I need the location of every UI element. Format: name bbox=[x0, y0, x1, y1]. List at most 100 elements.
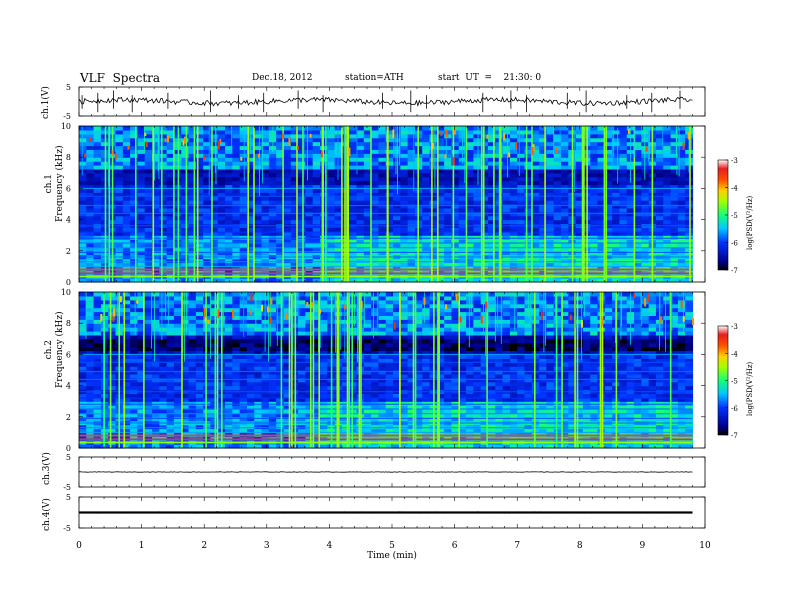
spectrogram-cell bbox=[487, 204, 496, 209]
spectrogram-cell bbox=[283, 239, 292, 244]
spectrogram-cell bbox=[604, 192, 613, 197]
spectrogram-cell bbox=[108, 346, 117, 352]
spectrogram-cell bbox=[473, 227, 482, 232]
spectrogram-cell bbox=[232, 137, 241, 143]
spectrogram-cell bbox=[458, 258, 467, 264]
hot-spot bbox=[240, 157, 243, 161]
spectrogram-cell bbox=[356, 168, 365, 174]
spectrogram-cell bbox=[268, 307, 277, 313]
spectrogram-cell bbox=[195, 188, 204, 193]
spectrogram-cell bbox=[137, 141, 146, 147]
spectrogram-cell bbox=[312, 262, 321, 267]
spectrogram-cell bbox=[341, 215, 350, 221]
spectrogram-cell bbox=[79, 331, 87, 336]
spectrogram-cell bbox=[619, 211, 628, 217]
spectrogram-cell bbox=[349, 192, 358, 197]
hot-spot bbox=[431, 142, 434, 149]
spectrogram-cell bbox=[619, 176, 628, 182]
spectrogram-cell bbox=[93, 444, 102, 449]
spectrogram-cell bbox=[130, 258, 139, 264]
spectrogram-cell bbox=[283, 385, 292, 391]
spectrogram-cell bbox=[79, 126, 87, 131]
spectrogram-cell bbox=[539, 192, 548, 197]
spectrogram-cell bbox=[546, 161, 555, 166]
spectrogram-cell bbox=[473, 172, 482, 178]
spectrogram-cell bbox=[246, 315, 255, 320]
spectrogram-cell bbox=[634, 243, 642, 248]
spectrogram-cell bbox=[210, 342, 219, 348]
spectrogram-cell bbox=[254, 397, 263, 402]
spectrogram-cell bbox=[254, 323, 263, 328]
spectrogram-cell bbox=[268, 227, 277, 232]
spectrogram-cell bbox=[597, 129, 606, 135]
spectrogram-cell bbox=[254, 334, 263, 340]
spectrogram-cell bbox=[246, 397, 255, 402]
spectrogram-cell bbox=[166, 409, 175, 414]
spectrogram-cell bbox=[130, 126, 139, 131]
spectrogram-cell bbox=[93, 370, 102, 375]
spectrogram-cell bbox=[261, 172, 270, 178]
spectrogram-cell bbox=[371, 161, 380, 166]
spectrogram-cell bbox=[122, 338, 131, 344]
spectrogram-cell bbox=[225, 235, 233, 240]
spectrogram-cell bbox=[108, 385, 117, 391]
spectrogram-cell bbox=[159, 346, 168, 352]
spectrogram-cell bbox=[663, 137, 672, 143]
spectrogram-cell bbox=[385, 184, 394, 189]
spectrogram-cell bbox=[122, 373, 131, 379]
spectrogram-cell bbox=[181, 204, 190, 209]
spectrogram-cell bbox=[305, 307, 314, 313]
spectrogram-cell bbox=[144, 416, 153, 422]
spectrogram-cell bbox=[509, 243, 518, 248]
spectrogram-cell bbox=[546, 207, 555, 213]
spectrogram-cell bbox=[181, 207, 190, 213]
spectrogram-cell bbox=[487, 239, 496, 244]
spectrogram-cell bbox=[436, 157, 445, 162]
spectrogram-cell bbox=[225, 239, 233, 244]
spectrogram-cell bbox=[246, 246, 255, 252]
spectrogram-cell bbox=[407, 180, 416, 186]
spectrogram-cell bbox=[575, 133, 584, 139]
spectrogram-cell bbox=[298, 258, 306, 264]
spectrogram-cell bbox=[166, 311, 175, 316]
spectrogram-cell bbox=[283, 342, 292, 348]
spectrogram-cell bbox=[115, 231, 124, 236]
spectrogram-cell bbox=[305, 292, 314, 297]
spectrogram-cell bbox=[561, 258, 569, 264]
spectrogram-cell bbox=[246, 323, 255, 328]
spectrogram-cell bbox=[261, 373, 270, 379]
spectrogram-cell bbox=[531, 239, 540, 244]
spectrogram-cell bbox=[130, 231, 139, 236]
spectrogram-cell bbox=[93, 176, 102, 182]
spectrogram-cell bbox=[181, 129, 190, 135]
spectrogram-cell bbox=[195, 397, 204, 402]
spectrogram-cell bbox=[195, 346, 204, 352]
spectrogram-cell bbox=[502, 262, 511, 267]
spectrogram-cell bbox=[290, 137, 299, 143]
spectrogram-cell bbox=[188, 137, 197, 143]
spectrogram-cell bbox=[305, 354, 314, 359]
spectrogram-cell bbox=[612, 243, 621, 248]
spectrogram-cell bbox=[378, 165, 387, 170]
spectrogram-cell bbox=[597, 258, 606, 264]
spectrogram-cell bbox=[276, 129, 285, 135]
spectrogram-cell bbox=[276, 231, 285, 236]
spectrogram-cell bbox=[363, 215, 372, 221]
spectrogram-cell bbox=[115, 129, 124, 135]
spectrogram-cell bbox=[327, 192, 336, 197]
spectrogram-cell bbox=[451, 235, 460, 240]
spectrogram-cell bbox=[217, 219, 226, 225]
spectrogram-cell bbox=[217, 235, 226, 240]
spectrogram-cell bbox=[385, 172, 394, 178]
spectrogram-cell bbox=[195, 258, 204, 264]
spectrogram-cell bbox=[400, 188, 409, 193]
spectrogram-cell bbox=[509, 239, 518, 244]
spectrogram-cell bbox=[276, 412, 285, 418]
spectrogram-cell bbox=[232, 409, 241, 414]
spectrogram-cell bbox=[122, 299, 131, 305]
spectrogram-cell bbox=[181, 196, 190, 201]
spectrogram-cell bbox=[181, 231, 190, 236]
spectrogram-cell bbox=[173, 342, 182, 348]
spectrogram-cell bbox=[246, 250, 255, 256]
spectrogram-cell bbox=[203, 303, 212, 309]
